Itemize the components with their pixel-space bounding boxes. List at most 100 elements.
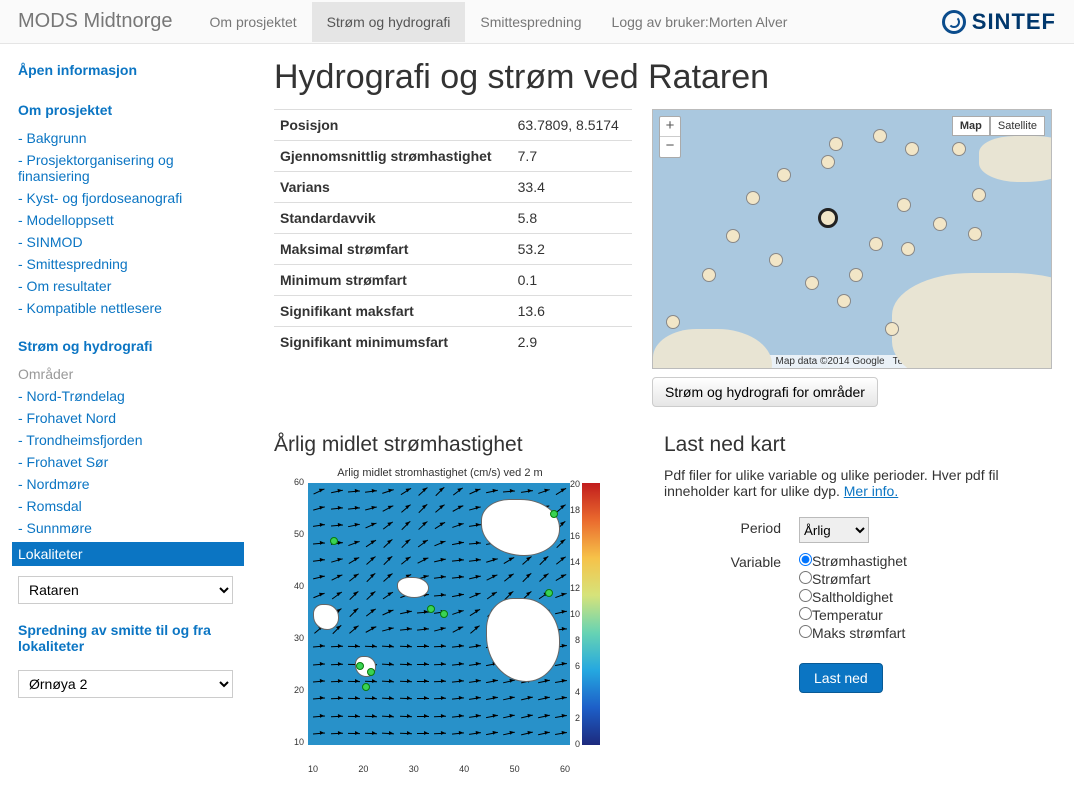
arrow xyxy=(435,540,446,546)
map-station[interactable] xyxy=(885,322,899,336)
maptype-map-button[interactable]: Map xyxy=(952,116,990,136)
sidebar-link[interactable]: - Smittespredning xyxy=(18,254,238,274)
side-spread[interactable]: Spredning av smitte til og fra lokalitet… xyxy=(18,622,238,654)
map-station[interactable] xyxy=(897,198,911,212)
zoom-in-button[interactable]: + xyxy=(660,117,680,137)
arrow xyxy=(503,490,515,492)
arrow xyxy=(400,488,411,495)
sidebar-link[interactable]: - Prosjektorganisering og finansiering xyxy=(18,150,238,186)
map[interactable]: + − Map Satellite Google Map data ©2014 … xyxy=(652,109,1052,369)
map-station[interactable] xyxy=(869,237,883,251)
arrow xyxy=(401,556,411,564)
variable-radio[interactable]: Temperatur xyxy=(799,607,907,623)
nav-item[interactable]: Om prosjektet xyxy=(195,2,312,42)
sidebar-link[interactable]: - Frohavet Sør xyxy=(18,452,238,472)
map-station[interactable] xyxy=(933,217,947,231)
map-station[interactable] xyxy=(837,294,851,308)
nav-item[interactable]: Logg av bruker:Morten Alver xyxy=(597,2,803,42)
main: Hydrografi og strøm ved Rataren Posisjon… xyxy=(246,44,1074,802)
stat-val: 13.6 xyxy=(512,296,632,327)
sidebar-link[interactable]: - Frohavet Nord xyxy=(18,408,238,428)
arrow xyxy=(400,646,412,647)
arrow xyxy=(313,507,325,511)
arrow xyxy=(384,556,393,565)
arrow xyxy=(538,732,550,735)
map-station[interactable] xyxy=(821,155,835,169)
stat-key: Minimum strømfart xyxy=(274,265,512,296)
more-info-link[interactable]: Mer info. xyxy=(844,483,898,499)
zoom-out-button[interactable]: − xyxy=(660,137,680,157)
map-station[interactable] xyxy=(666,315,680,329)
chart: Arlig midlet stromhastighet (cm/s) ved 2… xyxy=(280,467,600,762)
variable-radio[interactable]: Strømhastighet xyxy=(799,553,907,569)
sidebar-link[interactable]: - Om resultater xyxy=(18,276,238,296)
lokalitet-select[interactable]: Rataren xyxy=(18,576,233,604)
sidebar-link[interactable]: - Romsdal xyxy=(18,496,238,516)
map-station[interactable] xyxy=(818,208,838,228)
side-open-info[interactable]: Åpen informasjon xyxy=(18,62,238,78)
variable-label: Variable xyxy=(664,551,799,643)
sidebar-link[interactable]: - Modelloppsett xyxy=(18,210,238,230)
arrow xyxy=(331,525,343,527)
download-button[interactable]: Last ned xyxy=(799,663,883,693)
map-station[interactable] xyxy=(769,253,783,267)
arrow xyxy=(418,522,428,531)
sidebar-link[interactable]: - Kompatible nettlesere xyxy=(18,298,238,318)
arrow xyxy=(382,698,394,700)
radio-input[interactable] xyxy=(799,607,812,620)
arrow xyxy=(383,609,394,615)
arrow xyxy=(555,697,567,700)
sidebar-link[interactable]: - Nordmøre xyxy=(18,474,238,494)
arrow xyxy=(365,733,377,735)
maptype-satellite-button[interactable]: Satellite xyxy=(990,116,1045,136)
arrow xyxy=(313,525,325,528)
arrow xyxy=(452,715,464,717)
map-station[interactable] xyxy=(805,276,819,290)
map-station[interactable] xyxy=(702,268,716,282)
arrow xyxy=(382,681,394,683)
map-station[interactable] xyxy=(829,137,843,151)
sidebar-link[interactable]: - Trondheimsfjorden xyxy=(18,430,238,450)
arrow xyxy=(348,716,360,717)
variable-radio[interactable]: Saltholdighet xyxy=(799,589,907,605)
map-station[interactable] xyxy=(901,242,915,256)
map-station[interactable] xyxy=(905,142,919,156)
map-zoom: + − xyxy=(659,116,681,158)
map-station[interactable] xyxy=(746,191,760,205)
arrow xyxy=(313,681,325,683)
sidebar-link[interactable]: - SINMOD xyxy=(18,232,238,252)
spread-select[interactable]: Ørnøya 2 xyxy=(18,670,233,698)
radio-input[interactable] xyxy=(799,625,812,638)
map-station[interactable] xyxy=(726,229,740,243)
variable-radio[interactable]: Maks strømfart xyxy=(799,625,907,641)
map-station[interactable] xyxy=(849,268,863,282)
map-station[interactable] xyxy=(968,227,982,241)
sidebar-link[interactable]: - Bakgrunn xyxy=(18,128,238,148)
map-station[interactable] xyxy=(873,129,887,143)
map-station[interactable] xyxy=(952,142,966,156)
variable-radio[interactable]: Strømfart xyxy=(799,571,907,587)
sidebar-link[interactable]: - Sunnmøre xyxy=(18,518,238,538)
nav-item[interactable]: Strøm og hydrografi xyxy=(312,2,466,42)
tick: 50 xyxy=(284,529,304,539)
radio-input[interactable] xyxy=(799,589,812,602)
sidebar-link[interactable]: - Nord-Trøndelag xyxy=(18,386,238,406)
side-lokaliteter-active[interactable]: Lokaliteter xyxy=(12,542,244,566)
arrow xyxy=(313,592,324,597)
sidebar-link[interactable]: - Kyst- og fjordoseanografi xyxy=(18,188,238,208)
map-areas-button[interactable]: Strøm og hydrografi for områder xyxy=(652,377,878,407)
map-station[interactable] xyxy=(777,168,791,182)
tick: 20 xyxy=(570,479,580,489)
period-select[interactable]: Årlig xyxy=(799,517,869,543)
map-credit-item[interactable]: Map data ©2014 Google xyxy=(775,356,884,367)
table-row: Maksimal strømfart53.2 xyxy=(274,234,632,265)
nav-item[interactable]: Smittespredning xyxy=(465,2,596,42)
radio-input[interactable] xyxy=(799,553,812,566)
map-station[interactable] xyxy=(972,188,986,202)
side-hydro[interactable]: Strøm og hydrografi xyxy=(18,338,238,354)
arrow xyxy=(521,732,533,736)
radio-input[interactable] xyxy=(799,571,812,584)
side-about[interactable]: Om prosjektet xyxy=(18,102,238,118)
arrow xyxy=(417,698,429,699)
brand[interactable]: MODS Midtnorge xyxy=(18,10,173,33)
